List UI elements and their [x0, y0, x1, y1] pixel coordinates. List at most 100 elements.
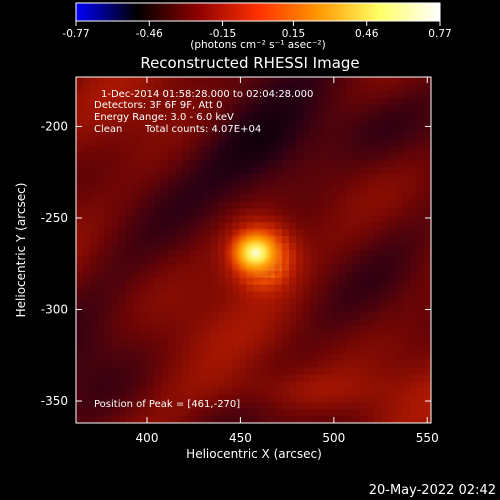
- heatmap-cell: [345, 146, 354, 154]
- heatmap-cell: [274, 132, 283, 140]
- heatmap-cell: [352, 125, 361, 133]
- heatmap-cell: [239, 312, 247, 320]
- heatmap-cell: [395, 194, 403, 202]
- heatmap-cell: [331, 367, 340, 375]
- heatmap-cell: [402, 132, 411, 140]
- heatmap-cell: [395, 118, 403, 126]
- heatmap-cell: [296, 298, 304, 306]
- heatmap-cell: [218, 270, 226, 279]
- heatmap-cell: [281, 270, 290, 279]
- heatmap-cell: [281, 367, 290, 375]
- heatmap-cell: [402, 90, 411, 99]
- heatmap-cell: [232, 111, 240, 119]
- heatmap-cell: [218, 104, 226, 112]
- heatmap-cell: [296, 250, 304, 258]
- heatmap-cell: [125, 353, 134, 362]
- heatmap-cell: [239, 111, 247, 119]
- heatmap-cell: [281, 339, 290, 348]
- heatmap-cell: [331, 305, 340, 313]
- heatmap-cell: [317, 180, 325, 189]
- x-tick-label: 450: [229, 431, 252, 445]
- heatmap-cell: [409, 153, 418, 161]
- heatmap-cell: [210, 180, 219, 189]
- heatmap-cell: [289, 277, 297, 285]
- heatmap-cell: [317, 312, 325, 320]
- heatmap-cell: [388, 215, 396, 223]
- heatmap-cell: [381, 256, 389, 265]
- heatmap-cell: [83, 118, 91, 126]
- heatmap-cell: [210, 339, 219, 348]
- heatmap-cell: [168, 298, 176, 306]
- heatmap-cell: [168, 284, 176, 292]
- heatmap-cell: [118, 236, 127, 244]
- heatmap-cell: [352, 409, 361, 417]
- heatmap-cell: [218, 250, 226, 258]
- heatmap-cell: [381, 222, 389, 230]
- heatmap-cell: [409, 222, 418, 230]
- heatmap-cell: [317, 291, 325, 299]
- heatmap-cell: [246, 166, 254, 175]
- heatmap-cell: [345, 77, 354, 85]
- heatmap-cell: [139, 153, 148, 161]
- heatmap-cell: [352, 291, 361, 299]
- heatmap-cell: [281, 222, 290, 230]
- heatmap-cell: [218, 277, 226, 285]
- heatmap-cell: [402, 83, 411, 92]
- heatmap-cell: [232, 284, 240, 292]
- heatmap-cell: [147, 353, 155, 362]
- heatmap-cell: [267, 305, 276, 313]
- heatmap-cell: [324, 104, 332, 112]
- heatmap-cell: [168, 229, 176, 237]
- heatmap-cell: [118, 111, 127, 119]
- heatmap-cell: [154, 201, 162, 209]
- heatmap-cell: [409, 229, 418, 237]
- heatmap-cell: [423, 270, 431, 279]
- heatmap-cell: [232, 374, 240, 382]
- heatmap-cell: [274, 333, 283, 341]
- heatmap-cell: [381, 208, 389, 216]
- heatmap-cell: [310, 360, 318, 369]
- heatmap-cell: [409, 97, 418, 106]
- heatmap-cell: [296, 395, 304, 403]
- heatmap-cell: [175, 284, 183, 292]
- heatmap-cell: [125, 139, 134, 147]
- heatmap-cell: [168, 104, 176, 112]
- heatmap-cell: [168, 187, 176, 196]
- heatmap-cell: [324, 160, 332, 168]
- heatmap-cell: [345, 222, 354, 230]
- heatmap-cell: [367, 339, 375, 348]
- heatmap-cell: [381, 83, 389, 92]
- heatmap-cell: [274, 388, 283, 396]
- heatmap-cell: [338, 173, 347, 182]
- heatmap-cell: [352, 305, 361, 313]
- heatmap-cell: [175, 90, 183, 99]
- heatmap-cell: [161, 153, 169, 161]
- heatmap-cell: [296, 104, 304, 112]
- heatmap-cell: [416, 222, 425, 230]
- heatmap-cell: [281, 104, 290, 112]
- heatmap-cell: [388, 291, 396, 299]
- heatmap-cell: [331, 104, 340, 112]
- heatmap-cell: [182, 180, 190, 189]
- heatmap-cell: [97, 409, 105, 417]
- heatmap-cell: [253, 97, 261, 106]
- heatmap-cell: [274, 166, 283, 175]
- heatmap-cell: [203, 333, 212, 341]
- heatmap-cell: [317, 104, 325, 112]
- heatmap-cell: [104, 367, 112, 375]
- heatmap-cell: [289, 104, 297, 112]
- heatmap-cell: [402, 381, 411, 389]
- heatmap-cell: [210, 374, 219, 382]
- heatmap-cell: [289, 256, 297, 265]
- heatmap-cell: [189, 160, 198, 168]
- heatmap-cell: [196, 388, 205, 396]
- heatmap-cell: [168, 180, 176, 189]
- heatmap-cell: [423, 132, 431, 140]
- heatmap-cell: [374, 125, 382, 133]
- heatmap-cell: [388, 270, 396, 279]
- heatmap-cell: [338, 367, 347, 375]
- heatmap-cell: [147, 208, 155, 216]
- heatmap-cell: [182, 153, 190, 161]
- heatmap-cell: [175, 360, 183, 369]
- heatmap-cell: [274, 416, 283, 423]
